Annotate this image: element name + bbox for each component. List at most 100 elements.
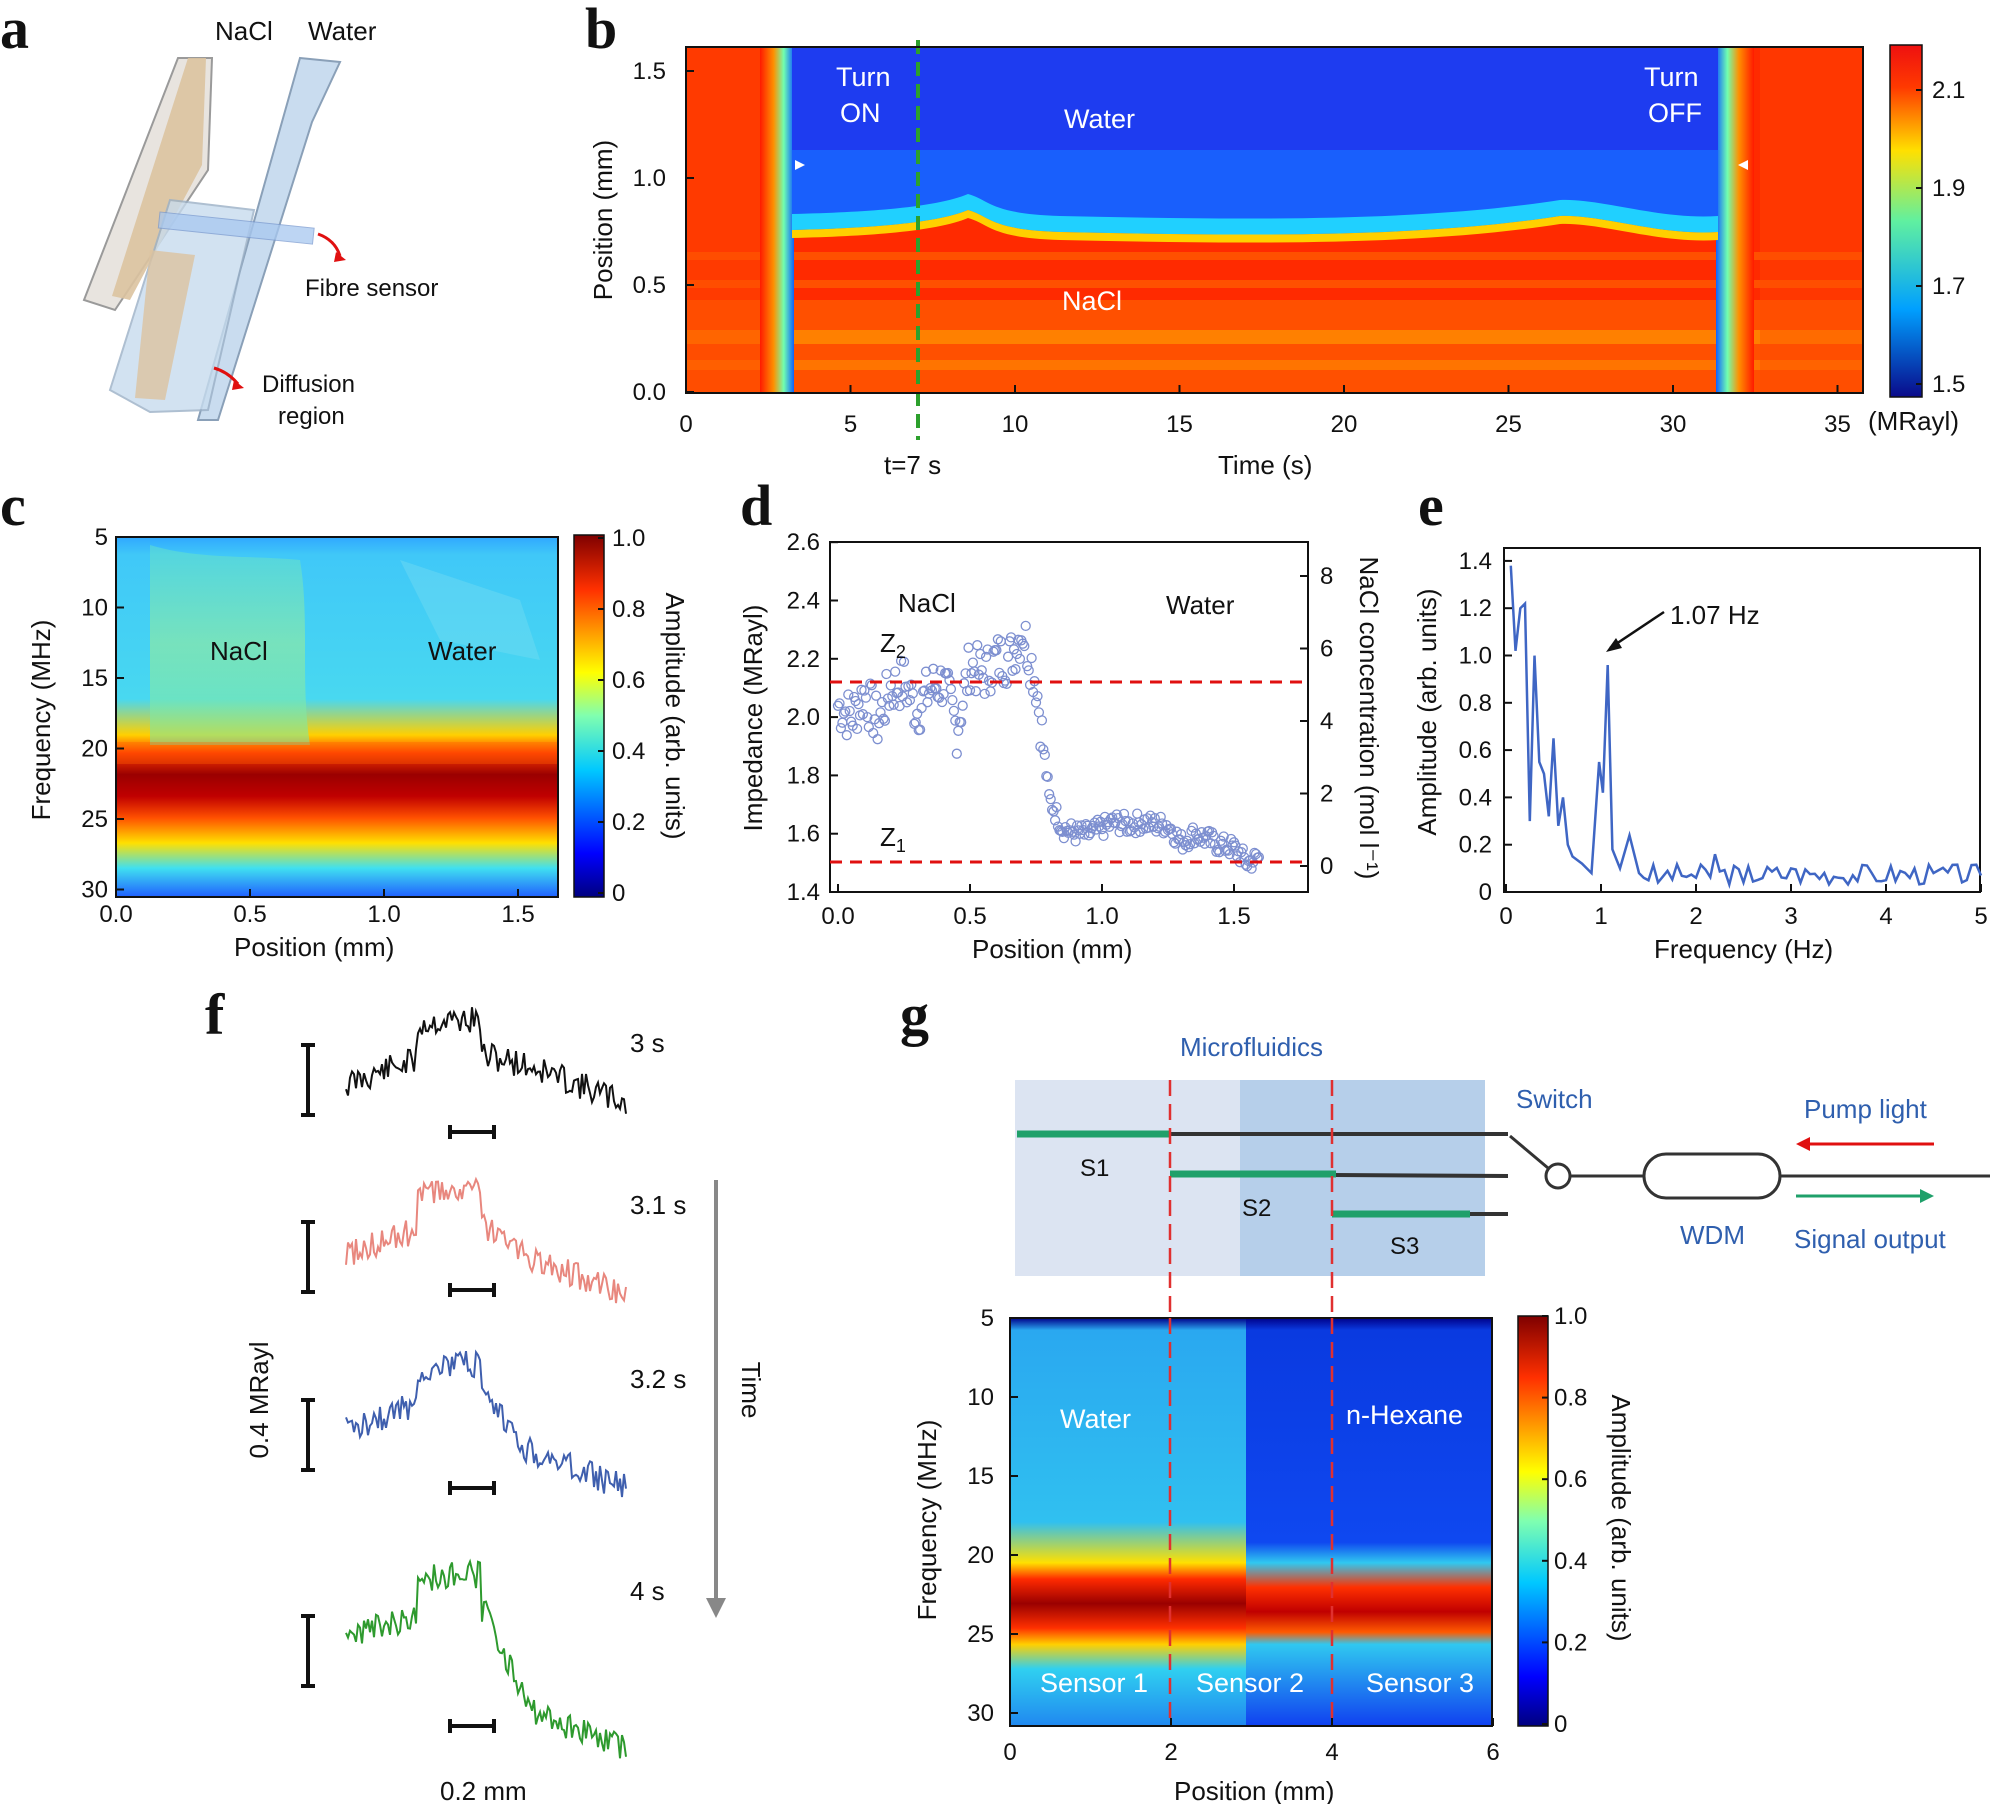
d-point-176 [1090,824,1102,835]
d-point-35 [884,700,895,711]
g-s3-label: S3 [1390,1233,1419,1260]
d-point-84 [956,717,967,728]
d-point-250 [1199,838,1210,849]
c-xtick-1: 0.5 [233,901,266,928]
d-point-118 [1005,632,1017,643]
b-xtick-7: 35 [1824,411,1851,438]
d-ytick-5: 2.4 [787,588,820,615]
b-xtick-2: 10 [1002,411,1029,438]
b-water-label: Water [1064,104,1135,134]
g-hexane-label: n-Hexane [1346,1400,1463,1430]
d-z1-label: Z1 [880,822,906,856]
d-point-126 [1017,638,1028,649]
d-point-77 [945,683,957,695]
c-y-tick-labels: 5 10 15 20 25 30 [81,524,124,904]
g-ytick-1: 10 [967,1384,994,1411]
a-fibre-label: Fibre sensor [305,275,438,302]
g-signal-label: Signal output [1794,1224,1947,1254]
e-xtick-0: 0 [1499,903,1512,930]
d-point-47 [901,697,913,708]
d-point-95 [972,640,983,651]
g-ytick-5: 30 [967,1700,994,1727]
g-cbar-label: Amplitude (arb. units) [1606,1394,1636,1641]
d-point-263 [1218,831,1229,842]
d-z2-label: Z2 [880,628,906,662]
d-point-26 [870,690,882,701]
e-xtick-2: 2 [1689,903,1702,930]
d-point-101 [980,651,992,663]
g-colorbar-ticks: 0 0.2 0.4 0.6 0.8 1.0 [1542,1303,1587,1738]
panel-label-d: d [740,473,772,538]
d-point-19 [860,692,872,703]
d-ytick-3: 2.0 [787,704,820,731]
b-turn-off-2: OFF [1648,98,1702,128]
f-label-2: 3.2 s [630,1364,686,1394]
g-ytick-3: 20 [967,1542,994,1569]
b-cbtick-2: 1.9 [1932,175,1965,202]
panel-label-f: f [205,982,225,1047]
g-cbtick-5: 1.0 [1554,1303,1587,1330]
d-point-57 [916,702,927,714]
d-point-148 [1049,815,1061,826]
c-cbar-label: Amplitude (arb. units) [660,592,690,839]
g-pump-label: Pump light [1804,1094,1928,1124]
e-x-tick-labels: 0 1 2 3 4 5 [1499,884,1988,930]
d-point-132 [1026,652,1037,664]
d-point-149 [1051,801,1062,813]
e-ytick-0: 0 [1479,879,1492,906]
c-water-label: Water [428,636,497,666]
e-xlabel: Frequency (Hz) [1654,934,1833,964]
g-xtick-0: 0 [1003,1739,1016,1766]
b-turn-on-1: Turn [836,62,891,92]
f-scale-label: 0.4 MRayl [244,1341,274,1458]
d-point-141 [1039,749,1050,761]
b-heatmap [685,40,1864,440]
g-heatmap [1009,1317,1493,1727]
e-ytick-6: 1.2 [1459,595,1492,622]
d-point-171 [1083,830,1094,841]
b-cbar-unit: (MRayl) [1868,406,1959,436]
d-y-right-tick-labels: 0 2 4 6 8 [1300,563,1333,880]
g-sensor2-label: Sensor 2 [1196,1668,1304,1698]
d-xtick-2: 1.0 [1085,903,1118,930]
d-point-24 [868,727,879,739]
d-point-72 [938,688,949,700]
d-yrtick-1: 2 [1320,781,1333,808]
g-xtick-1: 2 [1164,1739,1177,1766]
d-point-0 [832,700,844,711]
panel-label-e: e [1418,473,1444,538]
e-y-tick-labels: 0 0.2 0.4 0.6 0.8 1.0 1.2 1.4 [1459,548,1512,906]
e-xtick-3: 3 [1784,903,1797,930]
d-point-32 [879,715,891,726]
c-nacl-label: NaCl [210,636,268,666]
b-turn-off-1: Turn [1644,62,1699,92]
c-cbtick-5: 1.0 [612,525,645,552]
d-point-63 [925,682,936,694]
g-switch-icon [1509,1134,1549,1170]
c-cbtick-0: 0 [612,880,625,907]
d-point-195 [1118,808,1130,820]
d-x-tick-labels: 0.0 0.5 1.0 1.5 [821,884,1251,930]
d-point-143 [1042,771,1053,783]
c-cbtick-3: 0.6 [612,667,645,694]
b-xtick-0: 0 [679,411,692,438]
d-point-203 [1130,827,1141,839]
g-x-tick-labels: 0 2 4 6 [1003,1718,1500,1766]
f-label-3: 4 s [630,1576,665,1606]
d-point-128 [1020,620,1031,632]
d-point-79 [948,705,960,717]
g-xlabel: Position (mm) [1174,1776,1334,1804]
d-point-110 [994,667,1005,679]
d-point-61 [922,697,933,708]
g-cbtick-0: 0 [1554,1711,1567,1738]
d-point-49 [904,694,916,706]
d-point-140 [1038,744,1049,755]
d-yrtick-3: 6 [1320,636,1333,663]
c-ytick-2: 15 [81,665,108,692]
b-xtick-1: 5 [844,411,857,438]
c-cbtick-2: 0.4 [612,738,645,765]
d-point-78 [947,694,958,706]
d-point-12 [850,695,861,707]
d-point-100 [979,688,990,700]
